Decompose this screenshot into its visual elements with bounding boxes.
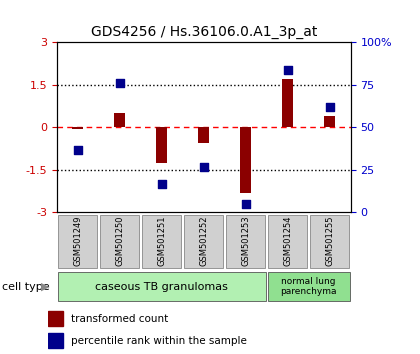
Bar <box>100 215 139 268</box>
Point <box>200 164 207 169</box>
Text: GSM501253: GSM501253 <box>241 216 250 267</box>
Text: GSM501249: GSM501249 <box>73 216 82 266</box>
Point <box>284 67 291 73</box>
Bar <box>48 333 63 348</box>
Bar <box>226 215 265 268</box>
Bar <box>58 215 97 268</box>
Bar <box>310 215 349 268</box>
Text: GSM501254: GSM501254 <box>283 216 292 266</box>
Text: cell type: cell type <box>2 282 50 292</box>
Text: GSM501252: GSM501252 <box>199 216 208 266</box>
Bar <box>184 215 223 268</box>
Text: caseous TB granulomas: caseous TB granulomas <box>95 282 228 292</box>
Bar <box>241 127 251 193</box>
Bar <box>58 272 265 301</box>
Text: GSM501250: GSM501250 <box>115 216 124 266</box>
Title: GDS4256 / Hs.36106.0.A1_3p_at: GDS4256 / Hs.36106.0.A1_3p_at <box>91 25 317 39</box>
Bar <box>283 79 293 127</box>
Bar <box>199 127 209 143</box>
Point <box>242 201 249 207</box>
Text: transformed count: transformed count <box>71 314 168 324</box>
Bar <box>268 215 307 268</box>
Bar <box>115 113 125 127</box>
Text: normal lung
parenchyma: normal lung parenchyma <box>281 277 337 296</box>
Point <box>116 80 123 86</box>
Bar <box>325 115 335 127</box>
Bar <box>268 272 349 301</box>
Text: ▶: ▶ <box>41 282 50 292</box>
Bar <box>73 127 83 129</box>
Point <box>158 181 165 186</box>
Point <box>326 104 333 110</box>
Text: GSM501251: GSM501251 <box>157 216 166 266</box>
Text: percentile rank within the sample: percentile rank within the sample <box>71 336 247 346</box>
Bar <box>48 311 63 326</box>
Bar <box>142 215 181 268</box>
Text: GSM501255: GSM501255 <box>325 216 334 266</box>
Bar <box>157 127 167 163</box>
Point <box>74 147 81 152</box>
